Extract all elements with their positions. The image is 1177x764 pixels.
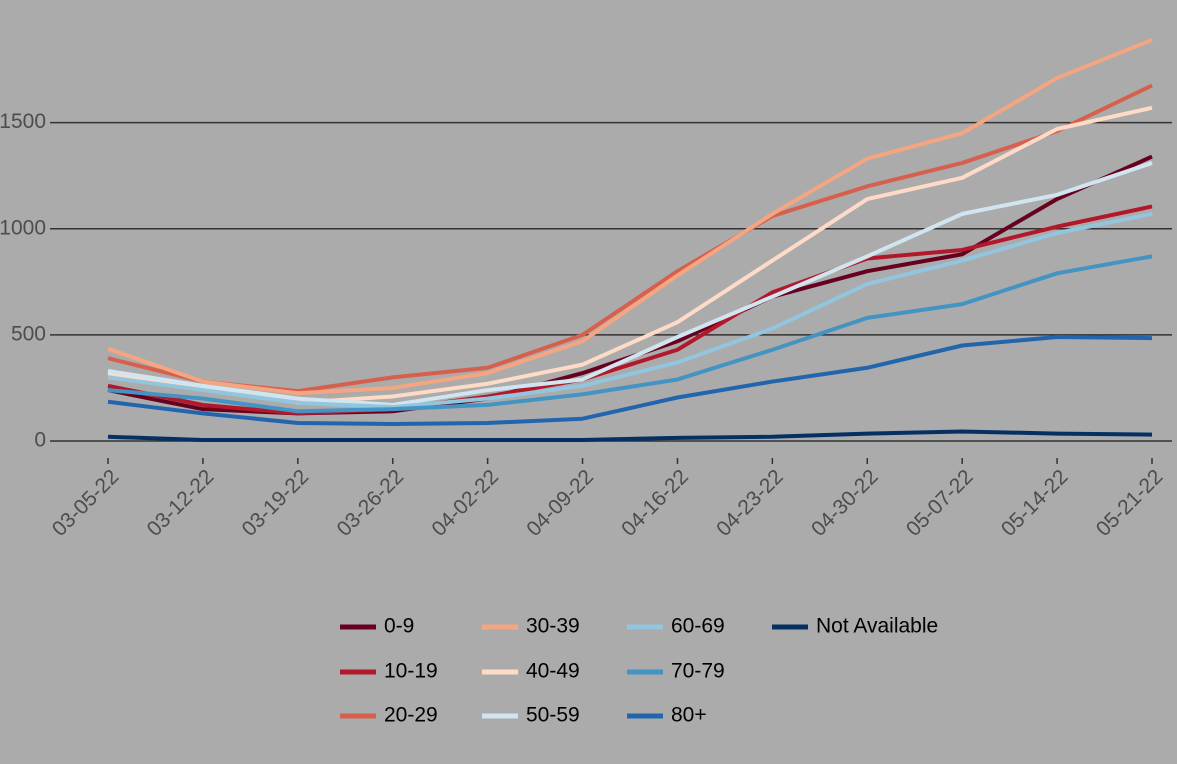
x-tick-label: 03-26-22 (332, 465, 408, 541)
y-tick-label: 1000 (0, 216, 46, 239)
x-tick-label: 04-09-22 (522, 465, 598, 541)
legend-label: Not Available (816, 615, 938, 638)
legend-label: 30-39 (526, 615, 580, 638)
series-line (107, 254, 1153, 414)
legend-label: 0-9 (384, 615, 414, 638)
legend-label: 40-49 (526, 660, 580, 683)
legend-label: 10-19 (384, 660, 438, 683)
x-tick-label: 05-21-22 (1092, 465, 1168, 541)
series-line (107, 429, 1153, 442)
series-line (107, 335, 1153, 427)
series-line (107, 161, 1153, 407)
x-tick-label: 03-12-22 (143, 465, 219, 541)
x-tick-label: 03-19-22 (238, 465, 314, 541)
series-line (107, 204, 1153, 416)
legend-label: 80+ (671, 704, 707, 727)
x-tick-label: 05-07-22 (902, 465, 978, 541)
legend-label: 20-29 (384, 704, 438, 727)
legend-label: 70-79 (671, 660, 725, 683)
series-line (107, 37, 1153, 396)
legend-label: 50-59 (526, 704, 580, 727)
series-line (107, 211, 1153, 410)
x-tick-label: 05-14-22 (997, 465, 1073, 541)
y-tick-label: 1500 (0, 110, 46, 133)
x-tick-label: 04-16-22 (617, 465, 693, 541)
x-tick-label: 03-05-22 (48, 465, 124, 541)
x-tick-label: 04-30-22 (807, 465, 883, 541)
x-tick-label: 04-02-22 (427, 465, 503, 541)
y-tick-label: 0 (34, 429, 46, 452)
y-tick-label: 500 (11, 322, 46, 345)
legend-label: 60-69 (671, 615, 725, 638)
x-tick-label: 04-23-22 (712, 465, 788, 541)
